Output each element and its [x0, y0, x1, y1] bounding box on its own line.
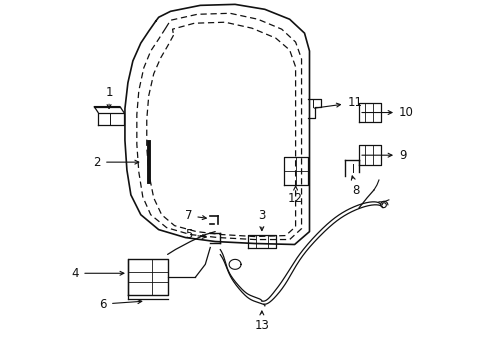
Text: 12: 12	[287, 186, 303, 205]
Text: 11: 11	[314, 96, 362, 109]
Text: 5: 5	[184, 228, 206, 241]
Text: 10: 10	[361, 106, 413, 119]
Text: 9: 9	[361, 149, 406, 162]
Text: 3: 3	[258, 209, 265, 230]
Text: 8: 8	[351, 176, 359, 197]
Text: 7: 7	[184, 209, 206, 222]
Text: 6: 6	[100, 297, 142, 311]
Text: 4: 4	[72, 267, 123, 280]
Text: 1: 1	[105, 86, 113, 108]
Text: 13: 13	[254, 311, 269, 332]
Text: 2: 2	[93, 156, 139, 168]
